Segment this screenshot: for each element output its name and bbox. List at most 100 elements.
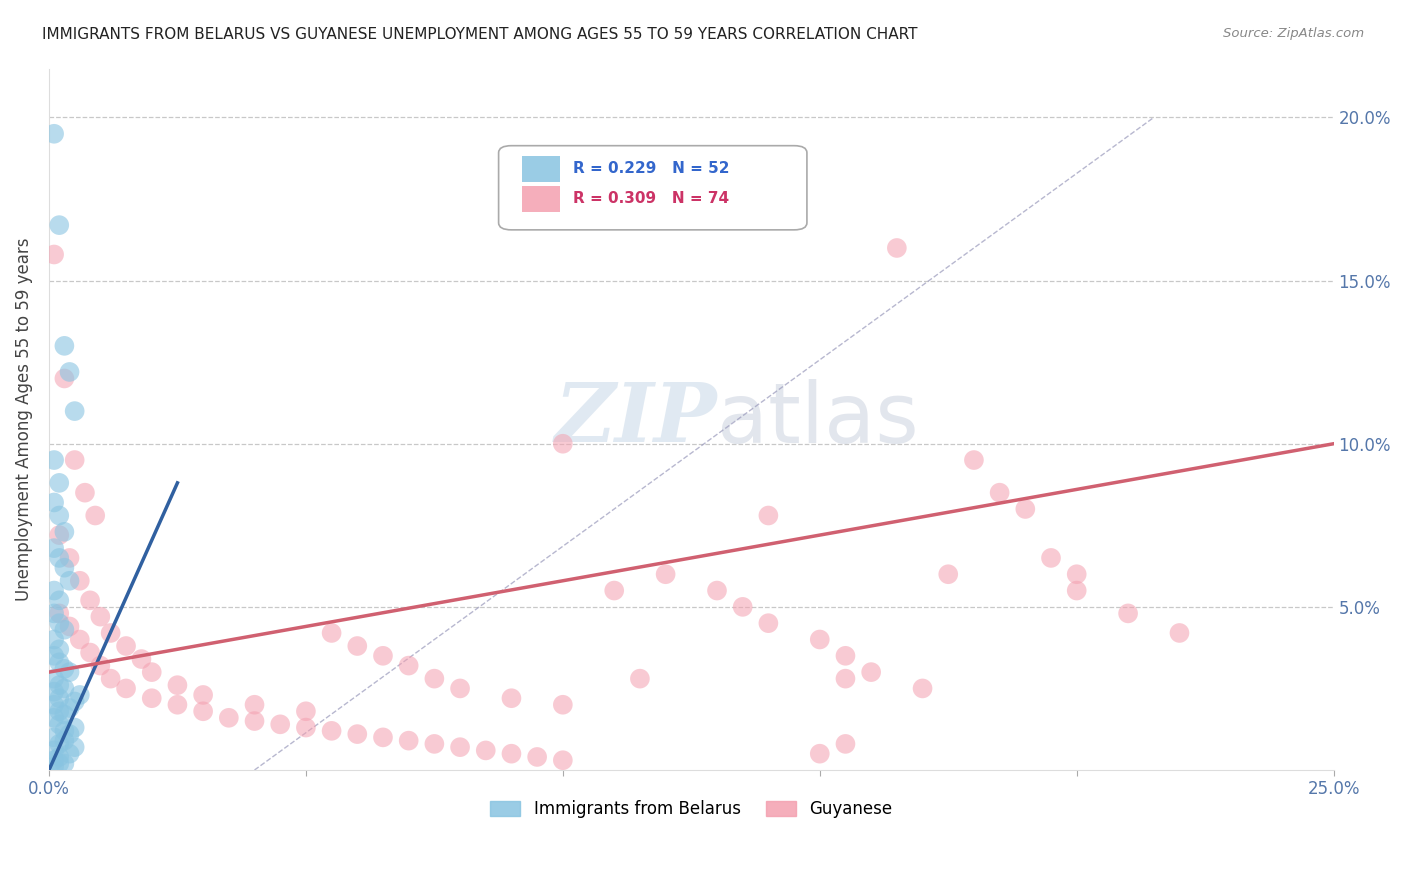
Text: R = 0.229   N = 52: R = 0.229 N = 52 — [574, 161, 730, 177]
Point — [63, 453, 86, 467]
Point — [58, 550, 80, 565]
Point — [603, 583, 626, 598]
Point — [166, 678, 188, 692]
Point — [58, 365, 80, 379]
Point — [1168, 626, 1191, 640]
Point — [48, 656, 70, 670]
Point — [48, 607, 70, 621]
Y-axis label: Unemployment Among Ages 55 to 59 years: Unemployment Among Ages 55 to 59 years — [15, 237, 32, 601]
Point — [58, 665, 80, 679]
Point — [48, 550, 70, 565]
Point — [53, 756, 76, 771]
Point — [48, 528, 70, 542]
Point — [63, 404, 86, 418]
Point — [911, 681, 934, 696]
Point — [63, 740, 86, 755]
Point — [53, 723, 76, 738]
Point — [84, 508, 107, 523]
Point — [42, 684, 65, 698]
Point — [42, 743, 65, 757]
Point — [42, 495, 65, 509]
Point — [53, 707, 76, 722]
Point — [191, 688, 214, 702]
Point — [398, 658, 420, 673]
Point — [115, 681, 138, 696]
Point — [42, 648, 65, 663]
Point — [191, 704, 214, 718]
Point — [218, 711, 240, 725]
Point — [53, 560, 76, 574]
Point — [48, 704, 70, 718]
Point — [79, 593, 101, 607]
Point — [808, 632, 831, 647]
Point — [48, 750, 70, 764]
Point — [69, 688, 91, 702]
Point — [53, 339, 76, 353]
Point — [423, 672, 446, 686]
Point — [1066, 567, 1088, 582]
Point — [243, 714, 266, 728]
Point — [1040, 550, 1063, 565]
Point — [963, 453, 986, 467]
Point — [423, 737, 446, 751]
Point — [936, 567, 959, 582]
Point — [371, 731, 394, 745]
Point — [141, 665, 163, 679]
Point — [346, 639, 368, 653]
Point — [53, 662, 76, 676]
Point — [42, 453, 65, 467]
Point — [42, 247, 65, 261]
Point — [501, 691, 523, 706]
Point — [42, 711, 65, 725]
Point — [834, 648, 856, 663]
Point — [42, 632, 65, 647]
Point — [42, 541, 65, 556]
Point — [321, 723, 343, 738]
Point — [551, 753, 574, 767]
Point — [131, 652, 153, 666]
Point — [53, 681, 76, 696]
Point — [166, 698, 188, 712]
Point — [346, 727, 368, 741]
Point — [89, 658, 111, 673]
Point — [48, 642, 70, 657]
Point — [69, 574, 91, 588]
Point — [321, 626, 343, 640]
Point — [48, 691, 70, 706]
Point — [526, 750, 548, 764]
Text: IMMIGRANTS FROM BELARUS VS GUYANESE UNEMPLOYMENT AMONG AGES 55 TO 59 YEARS CORRE: IMMIGRANTS FROM BELARUS VS GUYANESE UNEM… — [42, 27, 918, 42]
Text: atlas: atlas — [717, 379, 918, 459]
Point — [42, 672, 65, 686]
Point — [551, 436, 574, 450]
Point — [58, 574, 80, 588]
Point — [53, 733, 76, 747]
Point — [58, 619, 80, 633]
Point — [243, 698, 266, 712]
Point — [834, 672, 856, 686]
Point — [63, 694, 86, 708]
FancyBboxPatch shape — [499, 145, 807, 230]
Point — [42, 583, 65, 598]
Point — [731, 599, 754, 614]
Point — [53, 371, 76, 385]
Point — [1014, 502, 1036, 516]
Point — [42, 607, 65, 621]
Point — [48, 678, 70, 692]
Point — [79, 646, 101, 660]
Point — [834, 737, 856, 751]
Point — [449, 681, 471, 696]
Point — [42, 753, 65, 767]
Point — [808, 747, 831, 761]
Point — [295, 704, 318, 718]
Point — [860, 665, 883, 679]
Point — [48, 593, 70, 607]
Point — [628, 672, 651, 686]
Point — [449, 740, 471, 755]
Point — [474, 743, 496, 757]
Point — [42, 760, 65, 774]
Point — [706, 583, 728, 598]
Point — [53, 524, 76, 539]
Text: R = 0.309   N = 74: R = 0.309 N = 74 — [574, 192, 730, 206]
Point — [758, 508, 780, 523]
Point — [89, 609, 111, 624]
